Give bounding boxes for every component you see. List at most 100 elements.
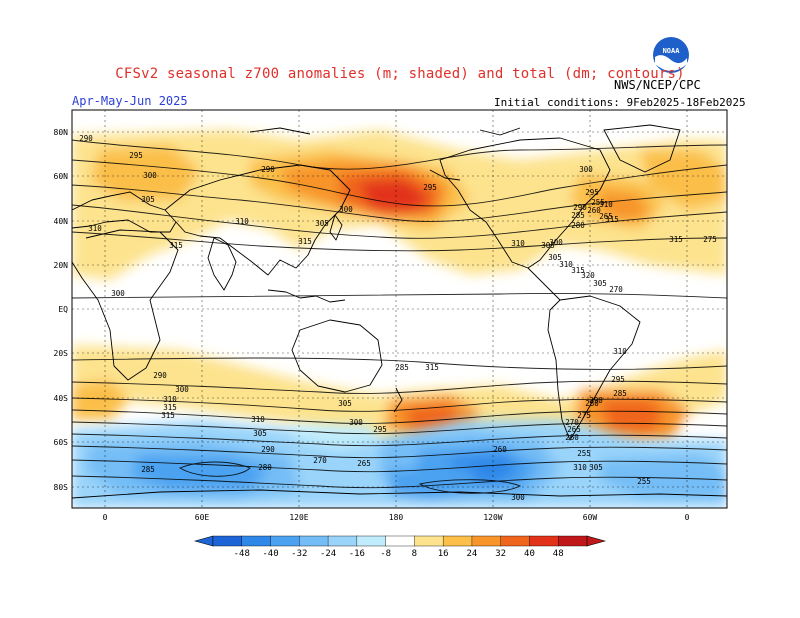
svg-text:315: 315 [169,241,183,250]
svg-text:285: 285 [141,465,155,474]
svg-text:300: 300 [339,205,353,214]
legend-swatch [299,535,329,547]
contour-label: 315 [571,266,585,275]
legend-tick-label: 16 [438,549,449,559]
contour-label: 290 [261,445,275,454]
legend-tick-label: -40 [262,549,278,559]
svg-text:280: 280 [258,463,272,472]
forecast-period: Apr-May-Jun 2025 [72,94,188,108]
svg-text:300: 300 [175,385,189,394]
source-label: NWS/NCEP/CPC [614,78,701,92]
contour-label: 305 [141,195,155,204]
svg-text:290: 290 [261,445,275,454]
legend-swatch [327,535,358,547]
legend-tick-label: 40 [524,549,535,559]
contour-label: 305 [338,399,352,408]
contour-label: 285 [395,363,409,372]
legend-tick-label: -24 [320,549,336,559]
contour-label: 295 [129,151,143,160]
color-legend [193,535,607,547]
contour-label: 300 [175,385,189,394]
svg-text:275: 275 [703,235,717,244]
svg-text:285: 285 [395,363,409,372]
color-legend-ticks: -48 -40 -32 -24 -16 -8 8 16 24 32 40 48 [234,549,564,559]
contour-label: 315 [605,215,619,224]
svg-text:300: 300 [111,289,125,298]
graticule [72,110,727,508]
contour-label: 275 [577,411,591,420]
longitude-labels: 0 60E 120E 180 120W 60W 0 [103,513,690,522]
contour-label: 315 [425,363,439,372]
contour-label: 305 [541,241,555,250]
contour-label: 265 [599,212,613,221]
contour-label: 270 [565,418,579,427]
chart-title: CFSv2 seasonal z700 anomalies (m; shaded… [115,66,685,82]
svg-text:305: 305 [338,399,352,408]
svg-text:315: 315 [669,235,683,244]
svg-text:265: 265 [357,459,371,468]
legend-swatch [356,535,387,547]
svg-text:315: 315 [298,237,312,246]
svg-text:285: 285 [571,211,585,220]
noaa-logo: NOAA [652,36,690,74]
svg-text:285: 285 [613,389,627,398]
lat-label: 20N [54,261,69,270]
contour-label: 295 [423,183,437,192]
contour-label: 285 [571,211,585,220]
lat-label: 40S [54,394,69,403]
svg-text:265: 265 [599,212,613,221]
svg-text:295: 295 [611,375,625,384]
contour-label: 260 [565,433,579,442]
contour-label: 295 [373,425,387,434]
svg-text:300: 300 [579,165,593,174]
contour-label: 310 [613,347,627,356]
svg-text:290: 290 [573,203,587,212]
contour-label: 290 [153,371,167,380]
contour-label: 300 [549,238,563,247]
legend-swatch [442,535,473,547]
legend-tick-label: 24 [467,549,478,559]
svg-text:310: 310 [511,239,525,248]
legend-swatch [212,535,243,547]
contour-label: 280 [258,463,272,472]
contour-label: 290 [79,134,93,143]
legend-tick-label: 32 [495,549,506,559]
contour-label: 300 [143,171,157,180]
contour-label: 290 [589,396,603,405]
lon-label: 60E [195,513,210,522]
svg-text:275: 275 [577,411,591,420]
svg-text:310: 310 [235,217,249,226]
positive-anomaly-shading [72,130,727,450]
legend-arrow-left [193,535,214,547]
contour-label: 305 [253,429,267,438]
svg-text:300: 300 [511,493,525,502]
contour-label: 300 [579,165,593,174]
svg-text:300: 300 [349,418,363,427]
legend-tick-label: 8 [412,549,417,559]
contour-label: 295 [585,188,599,197]
latitude-labels: 80N 60N 40N 20N EQ 20S 40S 60S 80S [54,128,69,492]
contour-label: 280 [571,221,585,230]
svg-text:305: 305 [589,463,603,472]
contour-label: 300 [511,493,525,502]
svg-text:315: 315 [571,266,585,275]
legend-arrow-right [586,535,607,547]
lon-label: 60W [583,513,598,522]
legend-swatch [385,535,416,547]
svg-text:260: 260 [587,206,601,215]
svg-text:310: 310 [573,463,587,472]
svg-text:305: 305 [253,429,267,438]
contour-label: 310 [573,463,587,472]
contour-label: 270 [313,456,327,465]
contour-label: 315 [669,235,683,244]
svg-text:270: 270 [313,456,327,465]
svg-text:260: 260 [493,445,507,454]
svg-text:310: 310 [163,395,177,404]
legend-swatch [500,535,531,547]
contour-labels: 2902953003053103152903003053103152953003… [79,134,717,502]
contour-label: 310 [235,217,249,226]
contour-label: 310 [251,415,265,424]
svg-text:255: 255 [591,198,605,207]
svg-text:310: 310 [599,200,613,209]
legend-tick-label: -48 [234,549,250,559]
